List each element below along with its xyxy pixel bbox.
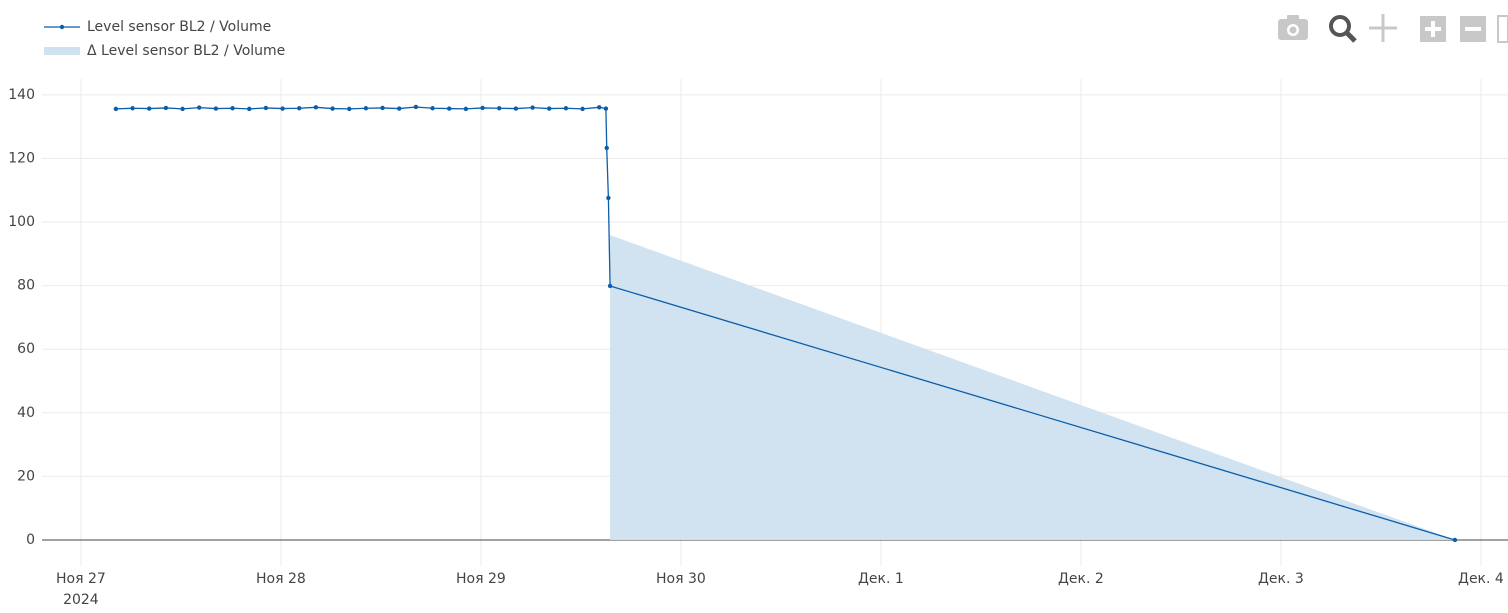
- y-tick-label: 60: [17, 341, 35, 357]
- x-tick-label: Ноя 29: [456, 571, 506, 587]
- point: [606, 195, 611, 201]
- y-tick-label: 140: [8, 87, 35, 103]
- x-tick-label: Дек. 1: [858, 571, 904, 587]
- point: [330, 106, 335, 111]
- point: [580, 106, 585, 112]
- point: [297, 106, 302, 111]
- x-tick-label: Дек. 4: [1458, 571, 1504, 587]
- pan-button[interactable]: [1369, 14, 1397, 42]
- x-tick-label: Дек. 2: [1058, 571, 1104, 587]
- autoscale-button[interactable]: [1497, 15, 1508, 43]
- point: [513, 106, 519, 111]
- x-tick-label: Ноя 30: [656, 571, 706, 587]
- point: [603, 106, 609, 111]
- modebar: [1278, 14, 1508, 43]
- point: [163, 105, 169, 111]
- legend-label: Δ Level sensor BL2 / Volume: [87, 43, 285, 59]
- point: [430, 106, 435, 111]
- y-tick-label: 0: [26, 532, 35, 548]
- point: [247, 106, 252, 112]
- point: [597, 105, 602, 110]
- point: [113, 106, 119, 112]
- legend-label: Level sensor BL2 / Volume: [87, 19, 271, 35]
- y-tick-label: 100: [8, 214, 35, 230]
- point: [213, 106, 219, 111]
- x-tick-label: Ноя 27 2024: [56, 571, 106, 608]
- legend-item: Level sensor BL2 / Volume: [44, 19, 271, 35]
- x-tick-label: Ноя 28: [256, 571, 306, 587]
- x-tick-label: Дек. 3: [1258, 571, 1304, 587]
- legend-marker: [59, 24, 65, 30]
- y-tick-label: 120: [8, 150, 35, 166]
- point: [363, 106, 369, 111]
- point: [147, 106, 152, 111]
- point: [604, 145, 609, 151]
- area: [610, 235, 1455, 540]
- zoom-button[interactable]: [1329, 15, 1357, 43]
- point: [480, 105, 485, 111]
- point: [280, 106, 285, 111]
- point: [1452, 537, 1458, 543]
- point: [263, 105, 269, 111]
- point: [347, 106, 352, 112]
- point: [607, 283, 613, 289]
- camera-button[interactable]: [1278, 15, 1308, 40]
- zoom-out-button[interactable]: [1460, 16, 1486, 42]
- y-tick-label: 20: [17, 468, 35, 484]
- y-tick-label: 40: [17, 405, 35, 421]
- point: [447, 106, 452, 111]
- point: [563, 106, 569, 111]
- point: [463, 106, 469, 112]
- zoom-in-button[interactable]: [1420, 16, 1446, 42]
- point: [180, 106, 185, 112]
- legend-swatch: [44, 47, 80, 55]
- point: [130, 106, 135, 111]
- point: [497, 106, 502, 111]
- point: [397, 106, 402, 111]
- point: [313, 105, 319, 110]
- legend-item: Δ Level sensor BL2 / Volume: [44, 43, 285, 59]
- y-tick-label: 80: [17, 278, 35, 294]
- point: [380, 105, 385, 111]
- point: [197, 105, 202, 110]
- point: [413, 104, 419, 110]
- point: [230, 106, 235, 111]
- point: [530, 105, 535, 110]
- point: [547, 106, 552, 111]
